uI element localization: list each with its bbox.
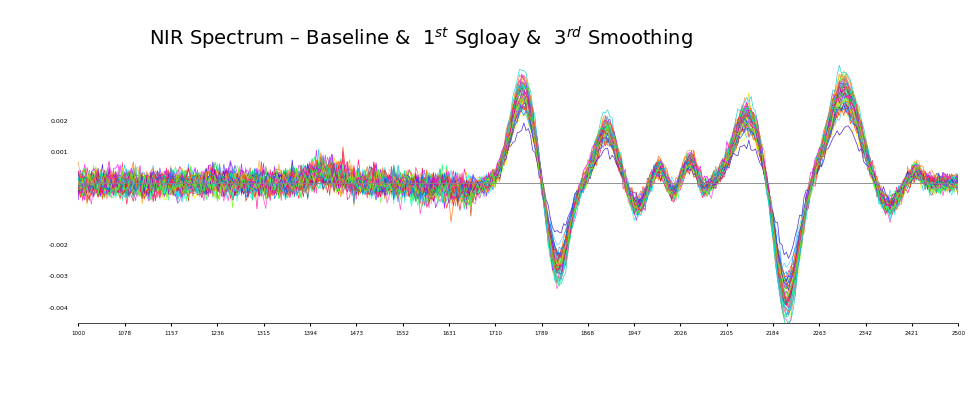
Text: NIR Spectrum – Baseline &  1$^{st}$ Sgloay &  3$^{rd}$ Smoothing: NIR Spectrum – Baseline & 1$^{st}$ Sgloa… [149, 24, 692, 52]
